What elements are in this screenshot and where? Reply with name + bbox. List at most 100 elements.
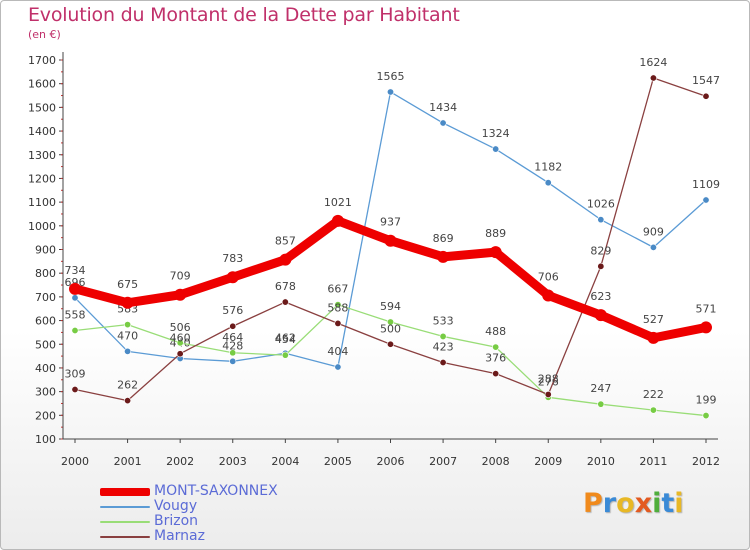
data-label-mont-saxonnex: 783 — [222, 252, 243, 265]
y-minor-tick — [61, 237, 63, 239]
data-point-mont-saxonnex — [331, 214, 344, 227]
data-label-brizon: 247 — [590, 382, 611, 395]
data-point-marnaz — [649, 74, 657, 82]
x-tick-label: 2007 — [429, 455, 457, 468]
y-minor-tick — [61, 379, 63, 381]
y-minor-tick — [61, 142, 63, 144]
data-label-mont-saxonnex: 734 — [65, 264, 86, 277]
data-point-vougy — [702, 196, 710, 204]
data-point-marnaz — [702, 92, 710, 100]
y-minor-tick — [61, 59, 63, 61]
legend-swatch — [100, 521, 150, 523]
data-point-vougy — [71, 294, 79, 302]
y-minor-tick — [61, 367, 63, 369]
data-point-mont-saxonnex — [437, 250, 450, 263]
y-tick-label: 200 — [35, 409, 56, 422]
x-tick-label: 2008 — [482, 455, 510, 468]
legend-label: MONT-SAXONNEX — [154, 483, 278, 499]
data-label-vougy: 462 — [275, 331, 296, 344]
data-point-mont-saxonnex — [542, 289, 555, 302]
data-point-mont-saxonnex — [121, 296, 134, 309]
y-minor-tick — [61, 166, 63, 168]
chart-legend: MONT-SAXONNEX Vougy Brizon Marnaz — [100, 484, 400, 544]
data-label-marnaz: 576 — [222, 304, 243, 317]
data-point-mont-saxonnex — [489, 246, 502, 259]
legend-label: Brizon — [154, 513, 199, 529]
y-minor-tick — [61, 106, 63, 108]
data-point-brizon — [124, 321, 132, 329]
data-label-mont-saxonnex: 571 — [696, 302, 717, 315]
data-point-brizon — [702, 412, 710, 420]
y-minor-tick — [61, 438, 63, 440]
logo-letter: x — [634, 488, 653, 519]
y-tick-label: 700 — [35, 291, 56, 304]
y-minor-tick — [61, 177, 63, 179]
data-point-marnaz — [281, 298, 289, 306]
x-tick-label: 2009 — [534, 455, 562, 468]
data-point-mont-saxonnex — [700, 321, 712, 334]
y-tick-label: 300 — [35, 386, 56, 399]
y-minor-tick — [61, 201, 63, 203]
data-label-mont-saxonnex: 709 — [170, 270, 191, 283]
logo-letter: P — [583, 488, 603, 519]
data-point-marnaz — [71, 385, 79, 393]
y-tick-label: 1600 — [28, 78, 56, 91]
data-label-vougy: 1565 — [377, 70, 405, 83]
x-tick-label: 2010 — [587, 455, 615, 468]
data-label-marnaz: 500 — [380, 322, 401, 335]
data-label-marnaz: 376 — [485, 352, 506, 365]
data-label-brizon: 506 — [170, 321, 191, 334]
data-point-vougy — [386, 88, 394, 96]
data-point-marnaz — [124, 397, 132, 405]
y-tick-label: 1700 — [28, 54, 56, 67]
x-tick-label: 2002 — [166, 455, 194, 468]
data-label-vougy: 1109 — [692, 178, 720, 191]
y-minor-tick — [61, 130, 63, 132]
data-label-vougy: 470 — [117, 329, 138, 342]
logo-letter: r — [602, 488, 617, 519]
data-label-marnaz: 1624 — [639, 56, 667, 69]
data-label-brizon: 222 — [643, 388, 664, 401]
data-point-vougy — [597, 216, 605, 224]
y-minor-tick — [61, 355, 63, 357]
data-point-vougy — [124, 347, 132, 355]
data-label-mont-saxonnex: 706 — [538, 270, 559, 283]
y-minor-tick — [61, 402, 63, 404]
data-label-vougy: 909 — [643, 225, 664, 238]
proxiti-logo: Proxiti — [583, 488, 684, 519]
y-minor-tick — [61, 296, 63, 298]
data-label-mont-saxonnex: 889 — [485, 227, 506, 240]
y-tick-label: 1100 — [28, 196, 56, 209]
legend-item: Brizon — [100, 514, 400, 529]
y-minor-tick — [61, 118, 63, 120]
y-minor-tick — [61, 260, 63, 262]
data-label-marnaz: 460 — [170, 332, 191, 345]
data-label-marnaz: 423 — [433, 340, 454, 353]
y-tick-label: 1200 — [28, 172, 56, 185]
data-label-marnaz: 829 — [590, 244, 611, 257]
chart-title: Evolution du Montant de la Dette par Hab… — [28, 4, 460, 26]
data-label-mont-saxonnex: 937 — [380, 216, 401, 229]
y-minor-tick — [61, 414, 63, 416]
x-tick-label: 2011 — [639, 455, 667, 468]
data-point-mont-saxonnex — [647, 331, 660, 344]
x-tick-label: 2004 — [271, 455, 299, 468]
legend-label: Vougy — [154, 498, 198, 514]
data-label-mont-saxonnex: 623 — [590, 290, 611, 303]
y-minor-tick — [61, 249, 63, 250]
data-point-brizon — [649, 406, 657, 414]
logo-letter: i — [674, 488, 684, 519]
y-minor-tick — [61, 189, 63, 191]
data-label-brizon: 488 — [485, 325, 506, 338]
y-minor-tick — [61, 331, 63, 333]
data-point-mont-saxonnex — [174, 288, 187, 301]
data-point-brizon — [386, 318, 394, 326]
data-point-mont-saxonnex — [279, 253, 292, 266]
data-point-marnaz — [439, 358, 447, 366]
legend-swatch — [100, 536, 150, 538]
logo-letter: o — [616, 488, 635, 519]
data-label-brizon: 199 — [696, 394, 717, 407]
data-label-marnaz: 262 — [117, 379, 138, 392]
y-tick-label: 500 — [35, 338, 56, 351]
data-point-brizon — [229, 349, 237, 357]
